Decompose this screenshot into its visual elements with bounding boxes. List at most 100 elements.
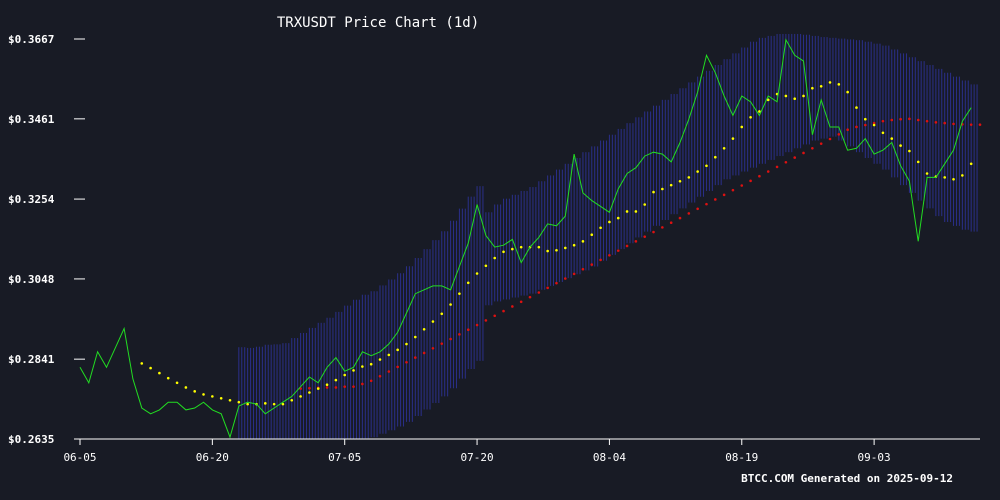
ma20-point bbox=[352, 369, 355, 372]
ma20-point bbox=[846, 90, 849, 94]
ma50-point bbox=[784, 160, 788, 164]
y-tick-label: $0.3048 bbox=[8, 273, 54, 286]
ma20-point bbox=[149, 366, 152, 370]
ma50-point bbox=[608, 253, 611, 257]
ma50-point bbox=[872, 121, 876, 125]
ma20-point bbox=[872, 123, 876, 127]
ma50-point bbox=[837, 133, 841, 136]
ma50-point bbox=[863, 123, 867, 127]
bollinger-band-layer bbox=[238, 33, 978, 439]
ma50-point bbox=[361, 382, 364, 386]
ma50-point bbox=[334, 386, 338, 389]
ma20-point bbox=[943, 176, 947, 179]
ma50-point bbox=[925, 119, 929, 123]
ma20-point bbox=[484, 264, 488, 268]
ma50-point bbox=[546, 286, 549, 290]
ma20-point bbox=[643, 203, 647, 206]
ma20-point bbox=[925, 172, 929, 175]
ma20-point bbox=[863, 117, 867, 121]
ma20-point bbox=[308, 391, 311, 394]
ma50-point bbox=[405, 360, 408, 364]
ma20-point bbox=[511, 247, 514, 251]
x-tick-label: 08-04 bbox=[593, 451, 626, 464]
ma20-point bbox=[899, 144, 902, 147]
ma50-point bbox=[634, 240, 638, 243]
chart-title: TRXUSDT Price Chart (1d) bbox=[277, 15, 479, 31]
x-tick-label: 07-05 bbox=[328, 451, 361, 464]
y-tick-label: $0.3254 bbox=[8, 193, 55, 206]
ma20-point bbox=[343, 373, 347, 377]
ma50-point bbox=[969, 123, 973, 126]
ma50-point bbox=[978, 123, 982, 126]
ma50-point bbox=[890, 118, 894, 122]
ma20-point bbox=[316, 387, 320, 390]
ma50-point bbox=[766, 170, 770, 173]
ma20-point bbox=[616, 216, 620, 220]
ma20-point bbox=[969, 162, 973, 166]
ma50-point bbox=[440, 342, 444, 345]
ma20-point bbox=[387, 353, 391, 357]
ma50-point bbox=[934, 121, 938, 124]
ma20-point bbox=[458, 292, 461, 295]
ma20-point bbox=[590, 233, 594, 237]
ma20-point bbox=[652, 190, 655, 194]
ma20-point bbox=[740, 125, 744, 129]
ma20-point bbox=[431, 320, 435, 323]
ma20-point bbox=[890, 137, 894, 140]
ma50-point bbox=[899, 117, 902, 121]
ma20-point bbox=[140, 362, 144, 365]
x-tick-label: 08-19 bbox=[725, 451, 758, 464]
ma20-point bbox=[237, 400, 241, 404]
ma50-point bbox=[775, 165, 779, 169]
ma50-point bbox=[908, 117, 911, 121]
ma20-point bbox=[334, 378, 338, 382]
ma50-point bbox=[387, 370, 391, 373]
ma50-point bbox=[511, 305, 514, 308]
ma50-point bbox=[758, 174, 761, 178]
ma50-point bbox=[528, 295, 532, 299]
ma20-point bbox=[228, 398, 232, 402]
ma20-point bbox=[519, 245, 523, 249]
ma20-point bbox=[493, 256, 497, 260]
ma20-point bbox=[175, 381, 179, 385]
chart-footer: BTCC.COM Generated on 2025-09-12 bbox=[741, 472, 953, 485]
ma20-point bbox=[193, 390, 197, 393]
ma50-point bbox=[325, 386, 329, 389]
price-line-layer bbox=[79, 38, 972, 439]
ma20-point bbox=[696, 170, 699, 173]
ma50-point bbox=[881, 119, 885, 123]
x-tick-label: 09-03 bbox=[858, 451, 891, 464]
ma20-point bbox=[537, 245, 541, 249]
ma20-point bbox=[916, 160, 920, 164]
ma20-point bbox=[608, 220, 611, 224]
ma50-point bbox=[749, 179, 752, 183]
ma50-point bbox=[625, 244, 629, 248]
ma50-point bbox=[669, 221, 673, 225]
ma50-point bbox=[449, 337, 452, 341]
ma50-point bbox=[916, 118, 920, 122]
ma50-point bbox=[855, 125, 858, 129]
ma20-point bbox=[449, 303, 452, 306]
ma20-point bbox=[731, 137, 735, 140]
ma20-point bbox=[819, 84, 823, 88]
ma50-point bbox=[413, 356, 417, 359]
ma20-point bbox=[166, 376, 170, 380]
ma50-point bbox=[555, 281, 558, 285]
ma20-point bbox=[581, 240, 585, 243]
ma20-point bbox=[219, 397, 223, 400]
ma20-point bbox=[546, 249, 549, 253]
ma50-point bbox=[793, 156, 797, 159]
ma50-point bbox=[811, 147, 814, 150]
ma20-point bbox=[378, 358, 382, 361]
ma20-point bbox=[855, 106, 858, 109]
ma20-point bbox=[802, 94, 805, 98]
ma50-point bbox=[493, 314, 497, 318]
ma20-point bbox=[634, 210, 638, 213]
ma20-point bbox=[661, 187, 664, 191]
ma20-point bbox=[784, 94, 788, 98]
ma50-point bbox=[713, 198, 717, 201]
ma20-point bbox=[563, 246, 567, 250]
ma50-point bbox=[519, 300, 523, 304]
ma20-point bbox=[299, 395, 302, 398]
